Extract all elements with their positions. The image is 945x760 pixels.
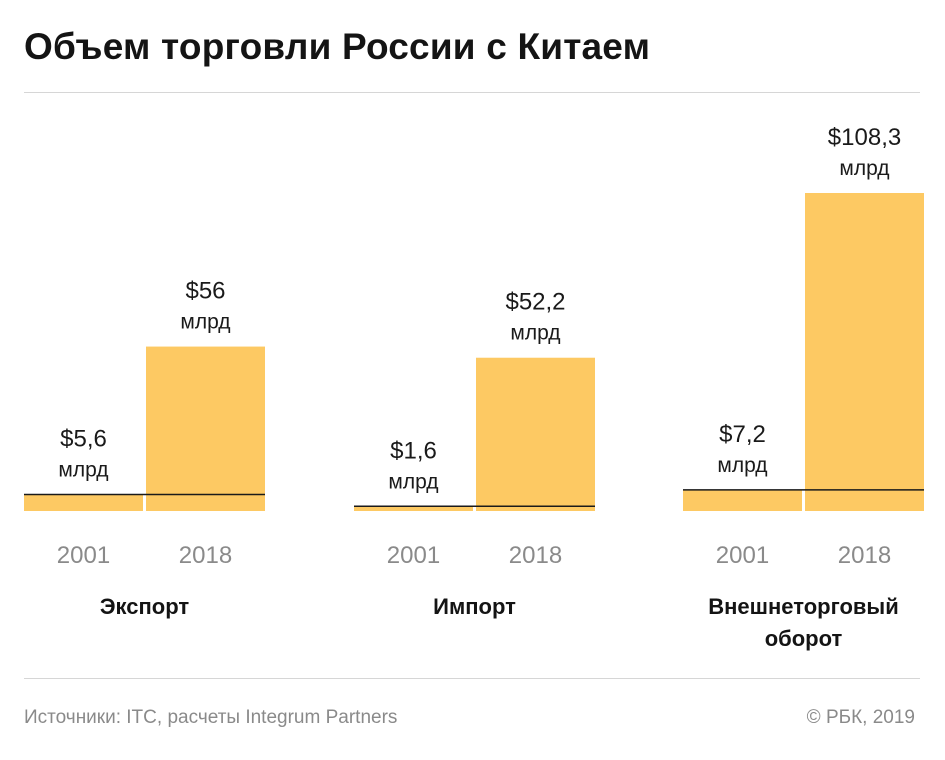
group-1-tick-2001: 2001 [57, 542, 110, 569]
group-2-value-label-2018-line-1: $52,2 [505, 289, 565, 316]
group-3-tick-2018: 2018 [838, 542, 891, 569]
group-3-value-label-2018-line-1: $108,3 [828, 124, 901, 151]
chart-title: Объем торговли России с Китаем [24, 26, 651, 67]
group-1-bar-2018 [146, 346, 265, 511]
group-2-name-line-1: Импорт [433, 594, 516, 619]
group-3-value-label-2018-line-2: млрд [839, 157, 889, 180]
group-3-value-label-2001-line-2: млрд [717, 454, 767, 477]
group-3-name-line-2: оборот [765, 626, 843, 651]
group-1-value-label-2018-line-2: млрд [180, 311, 230, 334]
group-3-value-label-2001-line-1: $7,2 [719, 421, 766, 448]
group-3-bar-2001 [683, 489, 802, 511]
group-2-value-label-2001-line-2: млрд [388, 470, 438, 493]
group-2-value-label-2001-line-1: $1,6 [390, 437, 437, 464]
group-2-bar-2001 [354, 506, 473, 511]
copyright: © РБК, 2019 [806, 707, 915, 728]
group-3-bar-2018 [805, 193, 924, 511]
top-divider [24, 92, 920, 93]
group-1-bar-2001 [24, 494, 143, 511]
group-1-tick-2018: 2018 [179, 542, 232, 569]
group-3-name-line-1: Внешнеторговый [708, 594, 899, 619]
group-3-tick-2001: 2001 [716, 542, 769, 569]
group-2-tick-2001: 2001 [387, 542, 440, 569]
group-2-value-label-2018-line-2: млрд [510, 322, 560, 345]
group-1-value-label-2018-line-1: $56 [185, 278, 225, 305]
source-note: Источники: ITC, расчеты Integrum Partner… [24, 707, 398, 728]
group-1-value-label-2001-line-1: $5,6 [60, 426, 107, 453]
group-2-tick-2018: 2018 [509, 542, 562, 569]
group-1-name-line-1: Экспорт [100, 594, 189, 619]
group-2-bar-2018 [476, 357, 595, 511]
bottom-divider [24, 678, 920, 679]
group-1-value-label-2001-line-2: млрд [58, 459, 108, 482]
